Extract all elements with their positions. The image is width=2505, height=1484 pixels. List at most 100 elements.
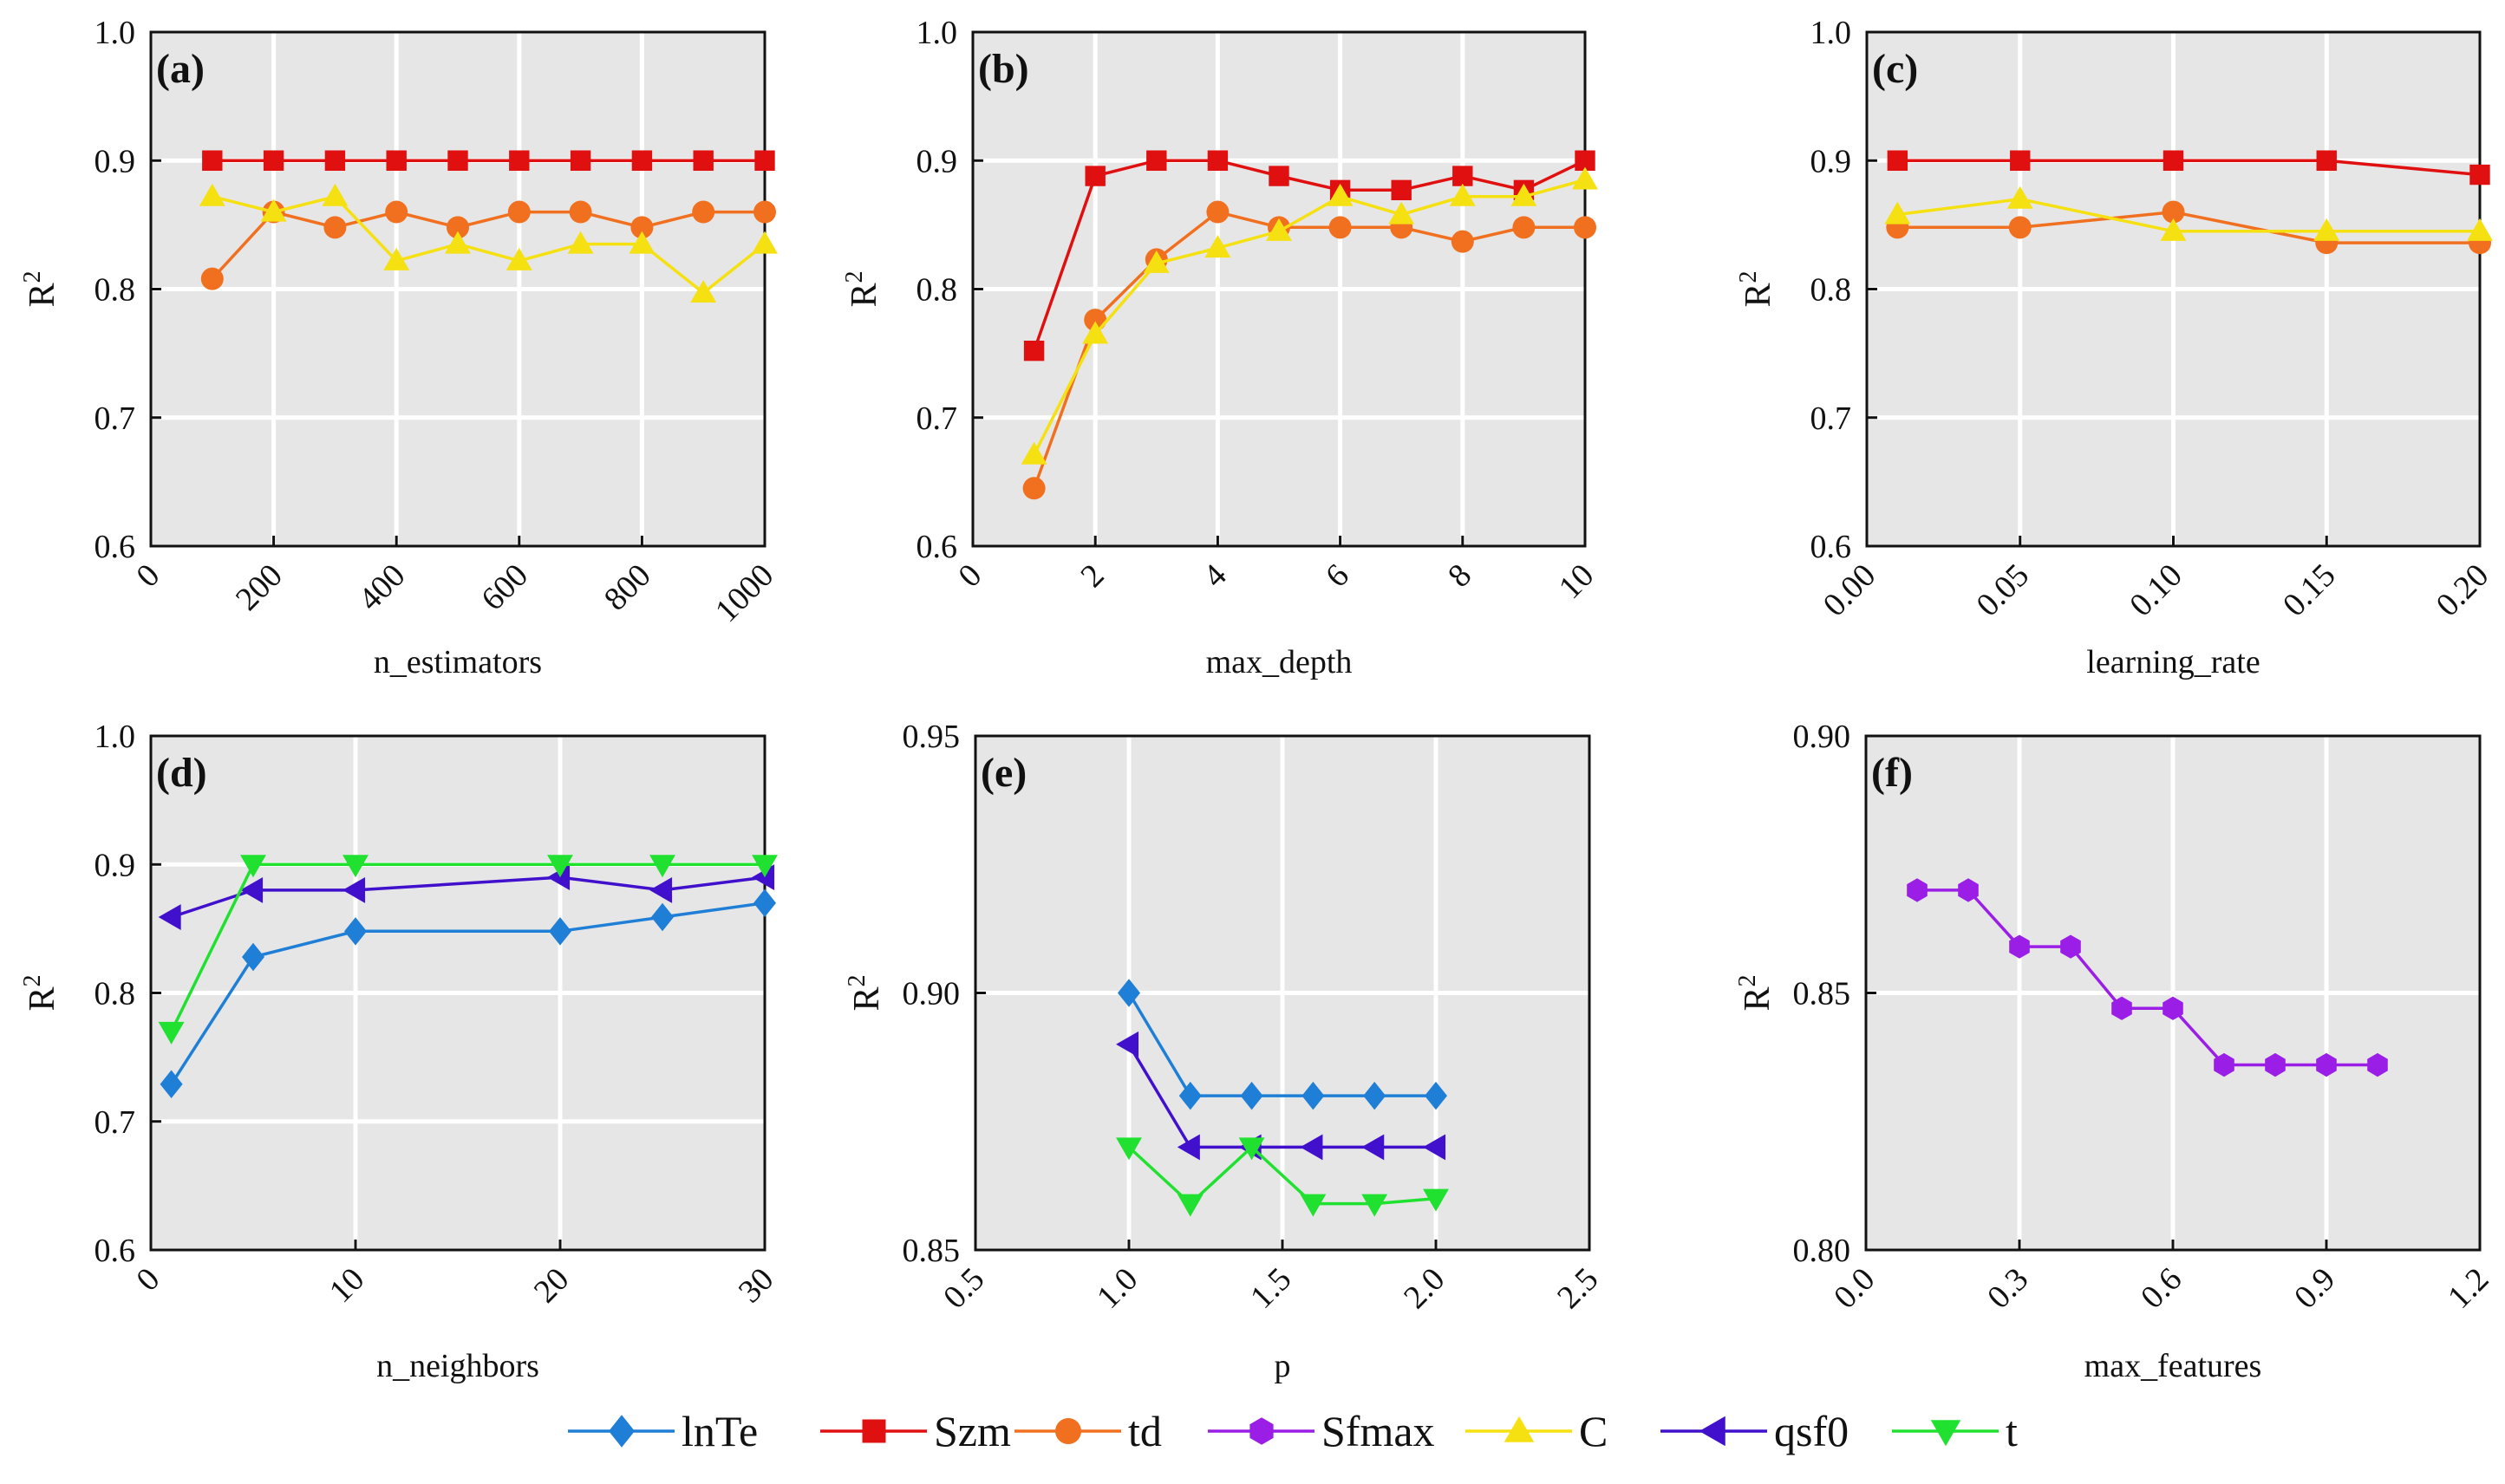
data-point-lnTe — [1240, 1081, 1263, 1110]
data-point-td — [1022, 477, 1046, 500]
y-tick-label: 0.8 — [917, 272, 958, 309]
data-point-Szm — [2316, 150, 2337, 171]
chart-panel-f: 0.0 0.3 0.6 0.9 1.2 0.80 0.85 0.90 max_features R… — [1734, 719, 2495, 1384]
data-point-qsf0 — [547, 864, 571, 891]
x-tick-label: 0.9 — [2287, 1261, 2342, 1316]
x-tick-label: 1.2 — [2441, 1261, 2495, 1316]
data-point-C — [260, 199, 287, 222]
data-point-Sfmax — [2367, 1052, 2388, 1077]
legend-label: Sfmax — [1321, 1407, 1435, 1455]
data-point-td — [1206, 200, 1230, 224]
series-line-t — [170, 862, 765, 1032]
data-point-C — [1082, 321, 1109, 344]
data-point-lnTe — [651, 902, 674, 932]
data-point-t — [752, 855, 778, 878]
data-point-Szm — [754, 150, 775, 171]
data-point-C — [1266, 218, 1292, 241]
x-tick-label: 0.0 — [1827, 1261, 1882, 1316]
x-axis-label: n_neighbors — [376, 1348, 539, 1384]
x-tick-label: 2.5 — [1550, 1261, 1605, 1316]
y-axis-label: R2 — [1735, 270, 1778, 307]
y-tick-label: 1.0 — [1810, 15, 1852, 51]
data-point-lnTe — [753, 888, 776, 917]
y-tick-label: 0.90 — [903, 976, 961, 1012]
data-point-lnTe — [242, 942, 264, 972]
data-point-C — [1884, 201, 1911, 225]
x-tick-label: 1000 — [708, 557, 780, 629]
data-point-C — [506, 247, 532, 270]
x-tick-label: 1.0 — [1090, 1261, 1145, 1316]
legend-item-Sfmax: Sfmax — [1208, 1407, 1435, 1455]
data-point-Sfmax — [1958, 878, 1979, 902]
data-point-Szm — [1575, 150, 1595, 171]
data-point-Szm — [1887, 150, 1908, 171]
x-tick-label: 400 — [352, 557, 413, 618]
x-axis-label: max_features — [2084, 1348, 2262, 1384]
y-axis-label: R2 — [841, 270, 884, 307]
legend-marker-lnTe — [609, 1415, 635, 1448]
x-axis-label: max_depth — [1206, 644, 1353, 680]
data-point-t — [342, 855, 369, 878]
y-tick-label: 0.90 — [1793, 719, 1851, 755]
x-tick-label: 600 — [474, 557, 535, 618]
data-point-Szm — [1269, 166, 1289, 186]
legend-item-C: C — [1465, 1407, 1608, 1455]
data-point-Szm — [447, 150, 468, 171]
x-tick-label: 0.20 — [2430, 557, 2496, 624]
legend-label: qsf0 — [1774, 1407, 1849, 1455]
data-point-C — [567, 231, 594, 254]
y-tick-label: 1.0 — [95, 15, 136, 51]
data-point-t — [240, 855, 266, 878]
y-axis-label: R2 — [1734, 974, 1778, 1011]
chart-panel-c: 0.00 0.05 0.10 0.15 0.20 0.6 0.7 0.8 0.9 1.0 learn… — [1735, 15, 2495, 680]
x-tick-label: 20 — [527, 1261, 577, 1311]
y-tick-label: 1.0 — [917, 15, 958, 51]
data-point-qsf0 — [1300, 1134, 1323, 1161]
data-point-Szm — [693, 150, 714, 171]
data-point-td — [385, 200, 408, 224]
data-point-td — [753, 200, 776, 224]
series-line-qsf0 — [1127, 1043, 1436, 1149]
legend-marker-t — [1930, 1420, 1961, 1447]
y-tick-label: 0.6 — [917, 529, 958, 565]
series-line-Sfmax — [1917, 888, 2378, 1067]
x-tick-label: 4 — [1197, 557, 1234, 595]
data-point-t — [1238, 1137, 1265, 1161]
panel-label: (d) — [156, 750, 207, 796]
data-point-Szm — [1391, 179, 1412, 201]
data-point-Sfmax — [2265, 1052, 2286, 1077]
panel-label: (e) — [981, 750, 1027, 796]
y-tick-label: 0.8 — [95, 272, 136, 309]
y-tick-label: 0.7 — [1810, 400, 1852, 437]
y-tick-label: 0.85 — [1793, 976, 1851, 1012]
x-tick-label: 800 — [597, 557, 658, 618]
data-point-Szm — [324, 150, 346, 171]
data-point-t — [158, 1021, 185, 1045]
x-tick-label: 0.10 — [2123, 557, 2189, 624]
legend-label: t — [2006, 1407, 2018, 1455]
data-point-C — [445, 231, 471, 254]
data-point-lnTe — [344, 917, 367, 946]
x-tick-label: 0.3 — [1980, 1261, 2035, 1316]
data-point-qsf0 — [1116, 1031, 1139, 1058]
data-point-Sfmax — [2111, 996, 2132, 1020]
data-point-Szm — [509, 150, 530, 171]
data-point-C — [1388, 201, 1415, 225]
data-point-td — [692, 200, 715, 224]
x-tick-label: 0.05 — [1969, 557, 2036, 624]
data-point-Szm — [263, 150, 284, 171]
data-point-t — [547, 855, 573, 878]
data-point-Szm — [2163, 150, 2184, 171]
data-point-Szm — [1452, 166, 1473, 186]
data-point-C — [1021, 441, 1047, 465]
x-tick-label: 0.00 — [1817, 557, 1883, 624]
data-point-C — [690, 279, 717, 303]
y-tick-label: 0.85 — [903, 1233, 961, 1269]
data-point-qsf0 — [158, 904, 181, 930]
y-tick-label: 0.6 — [95, 529, 136, 565]
data-point-lnTe — [1118, 979, 1140, 1007]
x-tick-label: 10 — [323, 1261, 372, 1311]
data-point-Sfmax — [2060, 934, 2081, 959]
